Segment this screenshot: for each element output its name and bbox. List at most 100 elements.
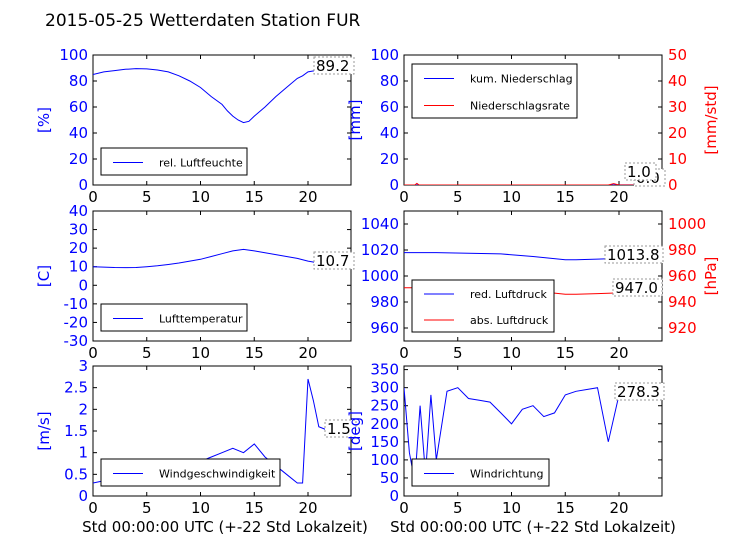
y-tick-label: 30 [69,221,88,239]
y-axis-label: [%] [35,107,53,133]
last-value-annotation: 1013.8 [605,246,663,264]
y-tick-label: 300 [370,379,399,397]
y-axis-label: [m/s] [35,411,53,450]
y-tick-label: 2 [78,400,88,418]
legend-entry: Lufttemperatur [159,313,243,326]
x-tick-label: 15 [556,499,575,517]
y-tick-label: 100 [59,46,88,64]
y-tick-label: 1000 [361,267,399,285]
subplot-4: 0 5 10 15 20 960 980 1000 1020 1040 920 940 960 980 10… [361,211,720,362]
y-axis-label: [mm] [346,100,364,141]
legend-entry: Windrichtung [470,468,543,481]
x-tick-label: 0 [88,188,98,206]
x-tick-label: 20 [298,499,317,517]
x-tick-label: 15 [245,499,264,517]
y-tick-label: 10 [69,258,88,276]
x-tick-label: 15 [245,344,264,362]
x-tick-label: 20 [609,344,628,362]
last-value-annotation: 278.3 [615,383,664,401]
x-tick-label: 5 [142,188,152,206]
y-tick-label: 80 [380,72,399,90]
y-tick-label: 0 [78,276,88,294]
x-tick-label: 15 [556,344,575,362]
annotation-value: 10.7 [316,252,349,270]
y-tick-label: 150 [370,433,399,451]
y-tick-label: 100 [370,46,399,64]
legend-entry: rel. Luftfeuchte [159,157,243,170]
last-value-annotation-right: 1.0 [625,163,656,181]
y-tick-label: 1.5 [64,422,88,440]
legend-entry: Niederschlagsrate [470,100,570,113]
x-tick-label: 10 [502,499,521,517]
y-tick-label: -10 [64,295,89,313]
y-right-tick-label: 940 [668,293,697,311]
series-line-1 [93,69,351,123]
legend: kum. Niederschlag Niederschlagsrate [412,64,577,118]
legend-entry: abs. Luftdruck [470,314,549,327]
x-tick-label: 5 [142,344,152,362]
legend-entry: red. Luftdruck [470,288,547,301]
y-right-tick-label: 10 [668,150,687,168]
x-tick-label: 5 [453,344,463,362]
y-tick-label: 1 [78,444,88,462]
y-tick-label: 980 [370,293,399,311]
x-tick-label: 5 [142,499,152,517]
y-right-axis-label: [mm/std] [702,85,720,154]
legend-entry: kum. Niederschlag [470,73,573,86]
x-tick-label: 10 [191,344,210,362]
y-tick-label: 2.5 [64,379,88,397]
x-tick-label: 0 [88,499,98,517]
y-tick-label: 0 [389,487,399,505]
y-tick-label: 40 [69,202,88,220]
y-tick-label: 0 [78,487,88,505]
y-right-tick-label: 960 [668,267,697,285]
x-tick-label: 10 [502,188,521,206]
y-tick-label: 1020 [361,241,399,259]
x-tick-label: 10 [191,499,210,517]
x-axis-label-left: Std 00:00:00 UTC (+-22 Std Lokalzeit) [82,518,368,536]
figure-title: 2015-05-25 Wetterdaten Station FUR [45,11,361,31]
x-tick-label: 20 [298,344,317,362]
y-axis-label: [C] [35,265,53,287]
y-tick-label: 20 [69,150,88,168]
y-tick-label: 80 [69,72,88,90]
x-tick-label: 15 [556,188,575,206]
y-tick-label: 60 [380,98,399,116]
y-tick-label: 0 [389,176,399,194]
x-tick-label: 20 [609,188,628,206]
y-right-tick-label: 40 [668,72,687,90]
series-line-1 [93,249,351,267]
y-tick-label: 50 [380,469,399,487]
y-tick-label: 20 [69,239,88,257]
legend: Windgeschwindigkeit [101,459,280,486]
y-axis-label: [deg] [346,411,364,451]
y-tick-label: -30 [64,332,89,350]
y-tick-label: 250 [370,397,399,415]
y-tick-label: 100 [370,451,399,469]
y-tick-label: 350 [370,361,399,379]
y-right-tick-label: 30 [668,98,687,116]
last-value-annotation: 10.7 [314,252,354,270]
y-right-tick-label: 1000 [668,215,706,233]
x-tick-label: 0 [88,344,98,362]
y-right-axis-label: [hPa] [702,257,720,296]
legend: rel. Luftfeuchte [101,148,247,175]
y-tick-label: 1040 [361,215,399,233]
x-tick-label: 20 [298,188,317,206]
legend: Windrichtung [412,459,549,486]
y-tick-label: 200 [370,415,399,433]
subplot-5: 0 5 10 15 2000.511.522.53[m/s]Windgeschwindi… [35,357,356,517]
series-line-2 [404,183,662,185]
y-right-tick-label: 20 [668,124,687,142]
last-value-annotation-right: 947.0 [613,279,662,297]
legend-entry: Windgeschwindigkeit [159,468,276,481]
legend: red. Luftdruck abs. Luftdruck [412,280,554,332]
annotation-value: 89.2 [316,57,349,75]
x-axis-label-right: Std 00:00:00 UTC (+-22 Std Lokalzeit) [390,518,676,536]
plot-grid: 0 5 10 15 20020406080100[%]rel. Luftfeuchte8… [35,46,720,517]
y-tick-label: 20 [380,150,399,168]
y-tick-label: 3 [78,357,88,375]
y-right-tick-label: 0 [668,176,678,194]
y-tick-label: 0.5 [64,465,88,483]
